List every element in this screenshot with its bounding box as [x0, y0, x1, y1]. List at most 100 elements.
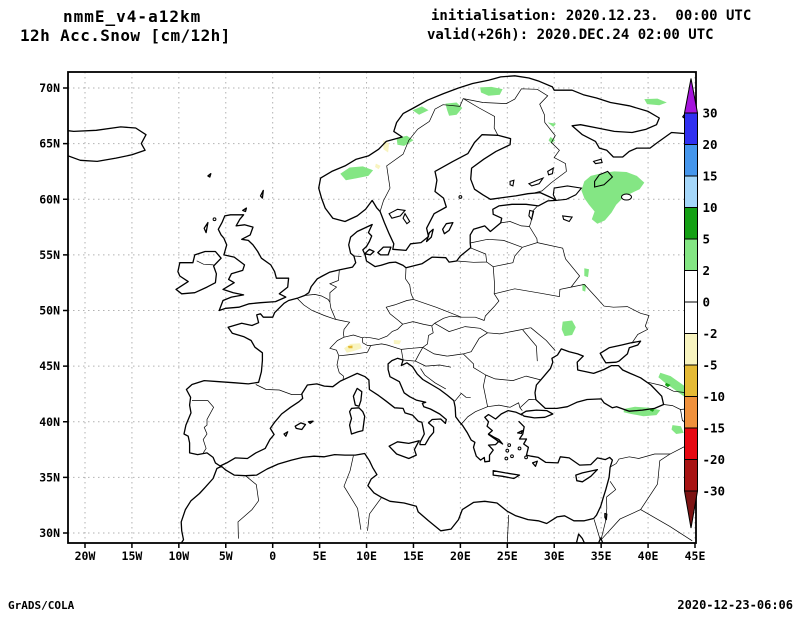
x-tick-label: 10E	[356, 549, 377, 563]
initialisation-time: initialisation: 2020.12.23. 00:00 UTC	[431, 8, 752, 24]
y-tick-label: 65N	[39, 137, 60, 151]
lake-outline	[552, 185, 583, 201]
country-border	[296, 298, 351, 338]
snow-patch-nw-russia-large	[581, 171, 645, 224]
country-border	[640, 509, 693, 542]
snow-patch-caucasus-ridge	[658, 372, 693, 398]
coastline	[575, 533, 586, 543]
coastline-island	[388, 440, 420, 460]
snow-patch-nordland-coast	[412, 106, 429, 115]
colorbar-segment	[684, 364, 698, 397]
colorbar-level-label: -15	[703, 421, 726, 436]
country-border	[400, 349, 404, 361]
country-border	[415, 360, 452, 368]
x-tick-label: 15E	[403, 549, 424, 563]
colorbar-level-label: 15	[703, 169, 718, 184]
coastline-island	[175, 250, 222, 295]
country-border	[463, 98, 499, 136]
country-border	[403, 347, 424, 362]
country-border	[343, 455, 362, 530]
snow-patch-norway-border-2	[375, 163, 381, 170]
x-tick-label: 20W	[75, 549, 96, 563]
country-border	[401, 347, 423, 350]
country-border	[422, 325, 434, 348]
coastline-island	[531, 460, 538, 467]
country-border	[485, 374, 542, 381]
snow-patch-finnmark	[480, 86, 503, 96]
x-tick-label: 20E	[450, 549, 471, 563]
x-tick-label: 45E	[685, 549, 706, 563]
country-border	[600, 483, 658, 541]
country-border	[483, 374, 488, 407]
colorbar-segment	[684, 427, 698, 460]
colorbar-segment	[684, 333, 698, 366]
small-island	[510, 454, 514, 459]
y-tick-label: 35N	[39, 470, 60, 484]
colorbar-segment	[684, 207, 698, 240]
country-border	[447, 353, 464, 357]
snow-patch-bryansk-1	[584, 268, 589, 278]
country-border	[606, 481, 617, 498]
colorbar-segment	[684, 238, 698, 271]
lake-outline	[547, 167, 555, 176]
small-island	[212, 217, 217, 222]
small-island	[504, 456, 509, 461]
snow-patch-north-sweden	[445, 102, 463, 116]
country-border	[593, 519, 601, 540]
valid-time: valid(+26h): 2020.DEC.24 02:00 UTC	[427, 27, 714, 43]
country-border	[454, 392, 471, 402]
country-border	[353, 255, 362, 257]
country-border	[537, 242, 581, 288]
country-border	[483, 261, 500, 321]
x-tick-label: 5W	[219, 549, 233, 563]
country-border	[329, 270, 340, 303]
country-border	[304, 294, 331, 303]
country-border	[494, 286, 572, 298]
coastline-island	[352, 387, 363, 407]
country-border	[405, 267, 414, 300]
country-border	[413, 299, 485, 321]
country-border	[600, 496, 608, 540]
map-canvas	[68, 72, 696, 543]
y-tick-label: 60N	[39, 192, 60, 206]
coastline-island	[599, 340, 642, 364]
country-border	[336, 355, 344, 380]
country-border	[657, 453, 671, 485]
snow-patch-central-ukraine	[561, 320, 576, 337]
y-tick-label: 45N	[39, 359, 60, 373]
snow-patch-swiss-alps	[344, 343, 362, 353]
snow-patch-kainuu	[548, 137, 556, 144]
coastline-island	[307, 420, 314, 425]
colorbar-level-label: -2	[703, 326, 718, 341]
colorbar-segment	[684, 396, 698, 429]
colorbar-level-label: 20	[703, 137, 718, 152]
country-border	[506, 514, 510, 542]
country-border	[609, 444, 688, 468]
snow-patch-ararat	[671, 425, 684, 434]
country-border	[457, 247, 488, 263]
lake-beloye	[620, 193, 632, 201]
snow-patch-caucasus-core	[665, 382, 671, 388]
lake-outline	[527, 176, 545, 187]
lake-outline	[509, 179, 515, 187]
colorbar-level-label: -10	[703, 389, 726, 404]
country-border	[500, 221, 530, 227]
field-title: 12h Acc.Snow [cm/12h]	[20, 26, 231, 45]
coastline-island	[425, 228, 434, 243]
country-border	[420, 368, 446, 390]
small-island	[524, 455, 528, 460]
country-border	[370, 343, 402, 350]
generation-timestamp: 2020-12-23-06:06	[677, 598, 793, 612]
small-island	[517, 446, 522, 451]
country-border	[367, 497, 382, 531]
x-tick-label: 25E	[497, 549, 518, 563]
coastline	[183, 75, 696, 467]
country-border	[434, 322, 488, 334]
country-border	[463, 88, 567, 194]
colorbar-level-label: 2	[703, 263, 711, 278]
coastline-island	[294, 422, 307, 431]
y-tick-label: 40N	[39, 415, 60, 429]
lake-outline	[402, 212, 411, 225]
